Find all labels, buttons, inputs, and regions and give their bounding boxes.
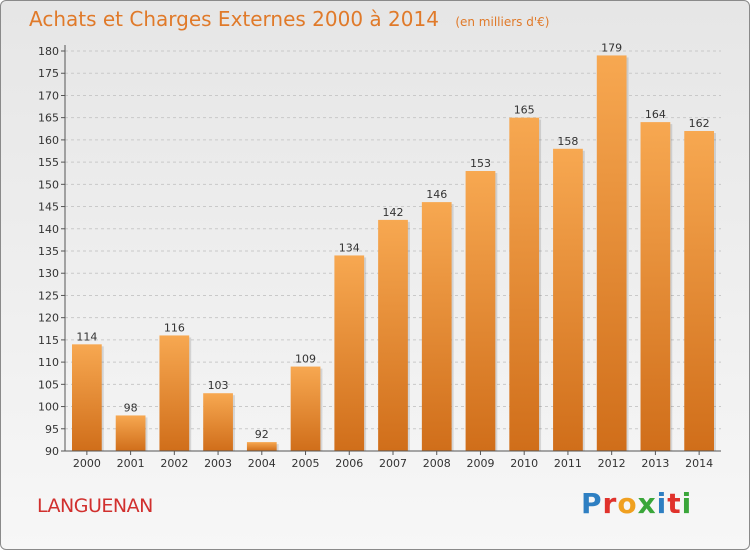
chart-unit-note: (en milliers d'€): [455, 15, 550, 29]
proxiti-logo: Proxiti: [581, 487, 693, 520]
value-label-2010: 165: [514, 104, 535, 117]
value-label-2004: 92: [255, 428, 269, 441]
value-label-2012: 179: [601, 41, 622, 54]
y-tick-label: 150: [38, 178, 59, 191]
y-tick-label: 125: [38, 289, 59, 302]
y-tick-label: 155: [38, 156, 59, 169]
bars: [71, 55, 717, 452]
chart-title: Achats et Charges Externes 2000 à 2014 (…: [29, 7, 549, 31]
bar-2006: [334, 255, 365, 451]
y-tick-label: 130: [38, 267, 59, 280]
value-label-2001: 98: [124, 401, 138, 414]
y-tick-label: 170: [38, 89, 59, 102]
y-tick-label: 105: [38, 378, 59, 391]
bar-2010: [509, 117, 540, 452]
y-tick-label: 115: [38, 334, 59, 347]
bar-2014: [684, 131, 715, 451]
x-tick-label-2009: 2009: [466, 457, 494, 470]
x-tick-label-2011: 2011: [554, 457, 582, 470]
x-tick-label-2014: 2014: [685, 457, 713, 470]
bar-2004: [246, 442, 277, 451]
value-label-2000: 114: [76, 330, 97, 343]
value-label-2011: 158: [557, 135, 578, 148]
place-name: LANGUENAN: [37, 495, 153, 517]
y-tick-label: 175: [38, 67, 59, 80]
value-label-2003: 103: [208, 379, 229, 392]
y-tick-label: 120: [38, 312, 59, 325]
axes: 90 95 100 105 110 115 120 125 130 135 140 145 150 155…: [38, 45, 721, 470]
x-tick-label-2008: 2008: [423, 457, 451, 470]
y-tick-label: 95: [45, 423, 59, 436]
bar-2011: [553, 148, 583, 451]
data-labels: 114 98 116 103 92 109 134 142 146 153 165 158 179 164…: [76, 41, 709, 441]
bar-2005: [290, 366, 321, 451]
value-label-2005: 109: [295, 353, 316, 366]
bar-2001: [115, 415, 146, 451]
value-label-2008: 146: [426, 188, 447, 201]
x-tick-label-2005: 2005: [292, 457, 320, 470]
bar-2003: [203, 393, 233, 451]
bar-2013: [640, 122, 671, 451]
y-tick-label: 160: [38, 134, 59, 147]
bar-2007: [378, 219, 408, 451]
value-label-2002: 116: [164, 321, 185, 334]
y-tick-label: 165: [38, 112, 59, 125]
x-tick-label-2001: 2001: [117, 457, 145, 470]
x-tick-label-2010: 2010: [510, 457, 538, 470]
y-tick-label: 135: [38, 245, 59, 258]
y-tick-label: 90: [45, 445, 59, 458]
y-tick-label: 110: [38, 356, 59, 369]
value-label-2007: 142: [383, 206, 404, 219]
value-label-2013: 164: [645, 108, 666, 121]
y-tick-label: 145: [38, 201, 59, 214]
value-label-2014: 162: [689, 117, 710, 130]
x-tick-label-2000: 2000: [73, 457, 101, 470]
x-tick-label-2003: 2003: [204, 457, 232, 470]
x-tick-label-2007: 2007: [379, 457, 407, 470]
chart-title-text: Achats et Charges Externes 2000 à 2014: [29, 7, 439, 31]
y-tick-label: 180: [38, 45, 59, 58]
x-tick-label-2006: 2006: [335, 457, 363, 470]
bar-2009: [465, 171, 496, 451]
x-tick-label-2002: 2002: [160, 457, 188, 470]
y-tick-label: 140: [38, 223, 59, 236]
bar-2008: [421, 202, 452, 451]
x-tick-label-2012: 2012: [598, 457, 626, 470]
value-label-2009: 153: [470, 157, 491, 170]
bar-2012: [596, 55, 627, 451]
y-tick-label: 100: [38, 401, 59, 414]
value-label-2006: 134: [339, 241, 360, 254]
bar-2002: [159, 335, 190, 451]
x-tick-label-2013: 2013: [641, 457, 669, 470]
bar-2000: [71, 344, 102, 451]
x-tick-label-2004: 2004: [248, 457, 276, 470]
